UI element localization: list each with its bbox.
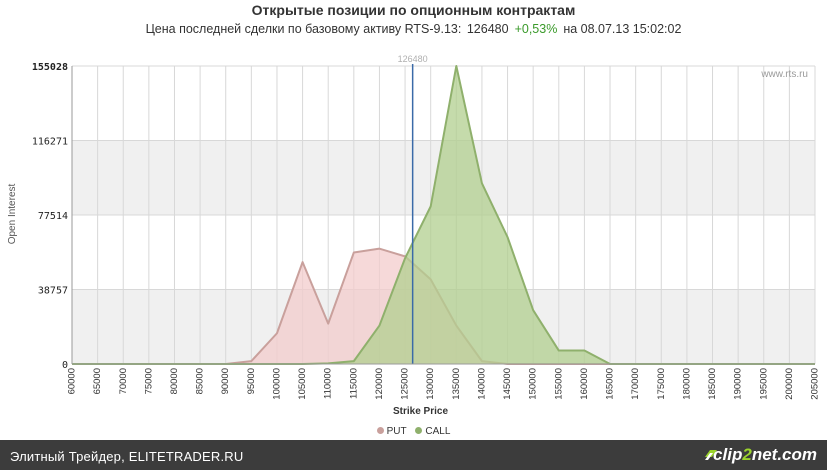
chart-title: Открытые позиции по опционным контрактам xyxy=(251,2,576,18)
x-tick-label: 125000 xyxy=(400,368,411,400)
logo-accent: 2 xyxy=(742,445,752,464)
legend-call-label: CALL xyxy=(425,426,451,437)
subtitle-prefix: Цена последней сделки по базовому активу… xyxy=(145,22,462,36)
x-tick-label: 100000 xyxy=(271,368,282,400)
x-tick-label: 120000 xyxy=(374,368,385,400)
y-tick-label: 77514 xyxy=(38,211,68,222)
x-tick-label: 135000 xyxy=(451,368,462,400)
x-tick-label: 200000 xyxy=(784,368,795,400)
y-tick-label: 155028 xyxy=(32,62,68,73)
x-tick-label: 185000 xyxy=(707,368,718,400)
logo-main: clip xyxy=(713,445,743,464)
y-tick-label: 0 xyxy=(62,360,68,371)
last-price: 126480 xyxy=(466,22,509,36)
x-tick-label: 90000 xyxy=(220,368,231,394)
x-tick-label: 85000 xyxy=(195,368,206,394)
x-tick-label: 155000 xyxy=(553,368,564,400)
x-tick-label: 105000 xyxy=(297,368,308,400)
x-tick-label: 180000 xyxy=(681,368,692,400)
x-tick-label: 115000 xyxy=(348,368,359,399)
legend-call-swatch xyxy=(415,427,423,434)
legend-item-call[interactable]: CALL xyxy=(415,426,450,437)
x-tick-label: 150000 xyxy=(528,368,539,400)
clip-logo-icon xyxy=(705,450,717,460)
y-tick-label: 38757 xyxy=(38,286,68,297)
clip2net-logo: clip2net.com xyxy=(713,445,817,465)
x-tick-label: 95000 xyxy=(246,368,257,394)
footer-bar: Элитный Трейдер, ELITETRADER.RU clip2net… xyxy=(0,440,827,470)
legend-put-swatch xyxy=(376,427,384,434)
logo-tail: net.com xyxy=(751,445,817,464)
x-tick-label: 75000 xyxy=(143,368,154,394)
chart-subtitle: Цена последней сделки по базовому активу… xyxy=(0,22,827,36)
x-tick-label: 130000 xyxy=(425,368,436,400)
price-marker-label: 126480 xyxy=(398,54,428,64)
x-tick-label: 195000 xyxy=(758,368,769,400)
watermark: www.rts.ru xyxy=(760,69,808,80)
x-tick-label: 205000 xyxy=(810,368,821,400)
legend: PUT CALL xyxy=(0,426,827,437)
x-tick-label: 190000 xyxy=(733,368,744,400)
legend-item-put[interactable]: PUT xyxy=(376,426,407,437)
legend-put-label: PUT xyxy=(386,426,407,437)
chart-canvas: 126480 0 38757 77514 116271 155028 60000 65000 7… xyxy=(7,54,821,417)
y-tick-label: 116271 xyxy=(32,137,68,148)
x-tick-label: 70000 xyxy=(118,368,129,394)
y-axis-title: Open Interest xyxy=(7,183,18,244)
price-change: +0,53% xyxy=(514,22,558,36)
quote-date: на 08.07.13 15:02:02 xyxy=(563,22,682,36)
x-tick-label: 175000 xyxy=(656,368,667,400)
x-tick-label: 65000 xyxy=(92,368,103,394)
series-call-area xyxy=(72,66,815,364)
x-tick-label: 140000 xyxy=(476,368,487,400)
footer-source: Элитный Трейдер, ELITETRADER.RU xyxy=(10,449,244,464)
x-tick-label: 165000 xyxy=(605,368,616,400)
x-tick-label: 80000 xyxy=(169,368,180,394)
x-axis-title: Strike Price xyxy=(393,406,448,417)
x-tick-label: 160000 xyxy=(579,368,590,400)
x-tick-label: 110000 xyxy=(323,368,334,399)
x-tick-label: 60000 xyxy=(67,368,78,394)
x-tick-label: 145000 xyxy=(502,368,513,400)
x-tick-label: 170000 xyxy=(630,368,641,400)
